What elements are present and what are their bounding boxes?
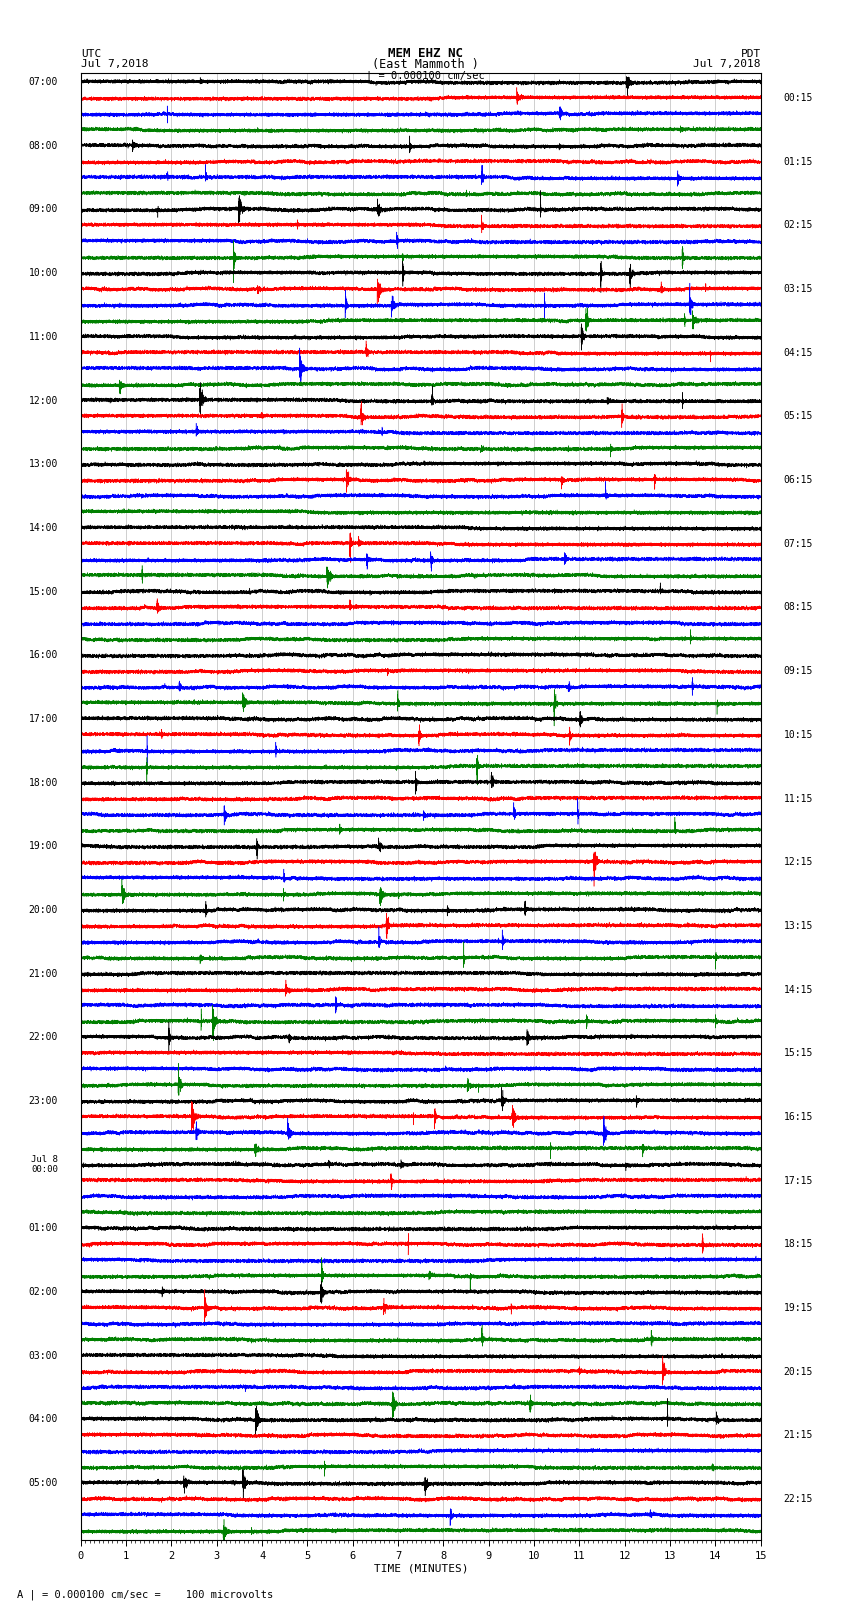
Text: 21:00: 21:00: [29, 969, 58, 979]
Text: 01:00: 01:00: [29, 1223, 58, 1234]
Text: Jul 7,2018: Jul 7,2018: [81, 58, 148, 69]
Text: 21:15: 21:15: [784, 1431, 813, 1440]
Text: 13:15: 13:15: [784, 921, 813, 931]
Text: 14:15: 14:15: [784, 984, 813, 995]
Text: 13:00: 13:00: [29, 460, 58, 469]
Text: 05:00: 05:00: [29, 1478, 58, 1489]
Text: 15:15: 15:15: [784, 1048, 813, 1058]
Text: 22:15: 22:15: [784, 1494, 813, 1503]
Text: 02:15: 02:15: [784, 221, 813, 231]
Text: | = 0.000100 cm/sec: | = 0.000100 cm/sec: [366, 71, 484, 82]
Text: 03:00: 03:00: [29, 1350, 58, 1361]
Text: 16:15: 16:15: [784, 1111, 813, 1123]
Text: 23:00: 23:00: [29, 1095, 58, 1107]
Text: 17:00: 17:00: [29, 715, 58, 724]
Text: 02:00: 02:00: [29, 1287, 58, 1297]
Text: UTC: UTC: [81, 48, 101, 58]
Text: A | = 0.000100 cm/sec =    100 microvolts: A | = 0.000100 cm/sec = 100 microvolts: [17, 1589, 273, 1600]
Text: 06:15: 06:15: [784, 476, 813, 486]
Text: 18:00: 18:00: [29, 777, 58, 787]
Text: 09:00: 09:00: [29, 205, 58, 215]
Text: 09:15: 09:15: [784, 666, 813, 676]
Text: 12:15: 12:15: [784, 857, 813, 868]
Text: 05:15: 05:15: [784, 411, 813, 421]
Text: 10:15: 10:15: [784, 729, 813, 740]
Text: 07:15: 07:15: [784, 539, 813, 548]
Text: 12:00: 12:00: [29, 395, 58, 405]
Text: 18:15: 18:15: [784, 1239, 813, 1250]
Text: 03:15: 03:15: [784, 284, 813, 294]
Text: 20:00: 20:00: [29, 905, 58, 915]
Text: 19:15: 19:15: [784, 1303, 813, 1313]
Text: 19:00: 19:00: [29, 842, 58, 852]
Text: 14:00: 14:00: [29, 523, 58, 532]
Text: 20:15: 20:15: [784, 1366, 813, 1376]
Text: 08:15: 08:15: [784, 603, 813, 613]
Text: 11:00: 11:00: [29, 332, 58, 342]
Text: PDT: PDT: [740, 48, 761, 58]
Text: 04:00: 04:00: [29, 1415, 58, 1424]
Text: MEM EHZ NC: MEM EHZ NC: [388, 47, 462, 60]
Text: 16:00: 16:00: [29, 650, 58, 660]
X-axis label: TIME (MINUTES): TIME (MINUTES): [373, 1563, 468, 1574]
Text: 07:00: 07:00: [29, 77, 58, 87]
Text: Jul 8
00:00: Jul 8 00:00: [31, 1155, 58, 1174]
Text: Jul 7,2018: Jul 7,2018: [694, 58, 761, 69]
Text: 00:15: 00:15: [784, 94, 813, 103]
Text: 10:00: 10:00: [29, 268, 58, 277]
Text: 22:00: 22:00: [29, 1032, 58, 1042]
Text: 17:15: 17:15: [784, 1176, 813, 1186]
Text: 15:00: 15:00: [29, 587, 58, 597]
Text: 08:00: 08:00: [29, 140, 58, 152]
Text: 11:15: 11:15: [784, 794, 813, 803]
Text: 04:15: 04:15: [784, 348, 813, 358]
Text: 01:15: 01:15: [784, 156, 813, 166]
Text: (East Mammoth ): (East Mammoth ): [371, 58, 479, 71]
